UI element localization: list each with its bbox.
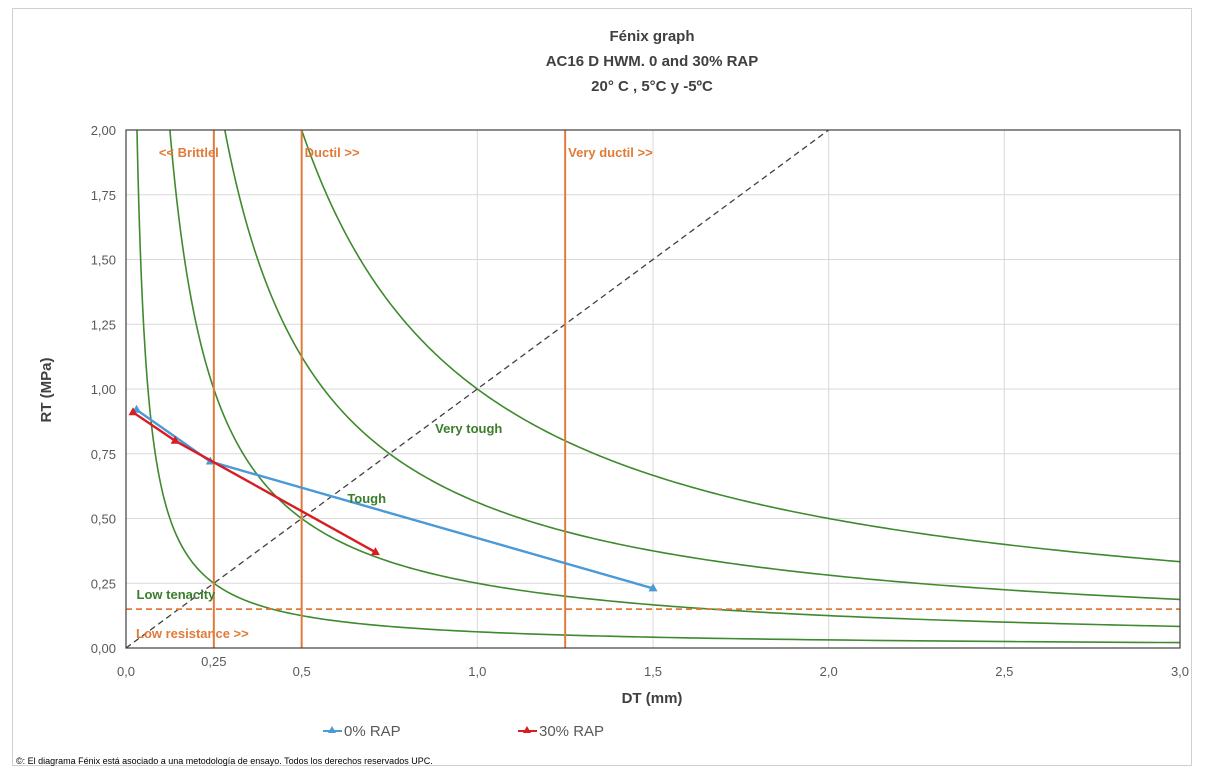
y-tick-label: 0,75 (91, 447, 116, 462)
annotation-layer: << Brittlel Ductil >> Very ductil >> Low re… (136, 145, 653, 641)
legend-label-0-rap: 0% RAP (344, 723, 401, 740)
legend-item-0-rap: 0% RAP (323, 723, 401, 740)
vertical-line-label-0: << Brittlel (159, 145, 219, 160)
hyperbola-curve-1 (169, 129, 1181, 628)
y-tick-label: 0,25 (91, 576, 116, 591)
vertical-line-label-1: Ductil >> (305, 145, 360, 160)
y-tick-label: 0,50 (91, 512, 116, 527)
series-0-marker-2 (648, 583, 658, 592)
x-tick-label: 3,0 (1171, 664, 1189, 679)
tick-label-layer: 0,00 0,25 0,50 0,75 1,00 1,25 1,50 1,75 2,00 0,0 0… (91, 123, 1189, 679)
hyperbola-layer (136, 129, 1181, 644)
y-tick-label: 1,25 (91, 317, 116, 332)
grid-layer (125, 129, 1181, 649)
plot-area-border (125, 129, 1181, 649)
copyright-note: ©: El diagrama Fénix está asociado a una… (16, 756, 433, 766)
region-label-1: Tough (347, 491, 386, 506)
x-tick-label: 1,0 (468, 664, 486, 679)
series-1-marker-1 (170, 435, 180, 444)
hyperbola-curve-3 (300, 129, 1181, 563)
x-tick-label: 2,0 (820, 664, 838, 679)
y-tick-label: 1,50 (91, 253, 116, 268)
x-tick-label: 0,5 (293, 664, 311, 679)
low-resistance-label: Low resistance >> (136, 626, 249, 641)
chart-title-line-3: 20° C , 5°C y -5ºC (591, 78, 713, 95)
legend-label-30-rap: 30% RAP (539, 723, 604, 740)
y-tick-label: 1,75 (91, 188, 116, 203)
y-axis-title: RT (MPa) (38, 358, 55, 423)
x-tick-label: 1,5 (644, 664, 662, 679)
legend-marker-30-rap (523, 726, 531, 733)
vertical-line-label-2: Very ductil >> (568, 145, 653, 160)
hyperbola-curve-0 (136, 129, 1181, 644)
legend-marker-0-rap (328, 726, 336, 733)
y-tick-label: 1,00 (91, 382, 116, 397)
legend: 0% RAP 30% RAP (323, 723, 604, 740)
series-1-marker-0 (128, 407, 138, 416)
x-tick-label: 0,25 (201, 654, 226, 669)
chart-title-line-2: AC16 D HWM. 0 and 30% RAP (546, 53, 759, 70)
region-label-0: Low tenacity (137, 587, 217, 602)
x-axis-title: DT (mm) (622, 690, 683, 707)
chart-title-line-1: Fénix graph (609, 28, 694, 45)
hyperbola-curve-2 (224, 129, 1181, 601)
y-tick-label: 0,00 (91, 641, 116, 656)
x-tick-label: 2,5 (995, 664, 1013, 679)
region-label-2: Very tough (435, 421, 502, 436)
x-tick-label: 0,0 (117, 664, 135, 679)
reference-lines-layer (125, 129, 1180, 649)
series-1-marker-2 (370, 547, 380, 556)
chart-frame (12, 8, 1192, 766)
diagonal-reference-line (125, 129, 830, 649)
series-layer (128, 404, 658, 592)
legend-item-30-rap: 30% RAP (518, 723, 604, 740)
y-tick-label: 2,00 (91, 123, 116, 138)
